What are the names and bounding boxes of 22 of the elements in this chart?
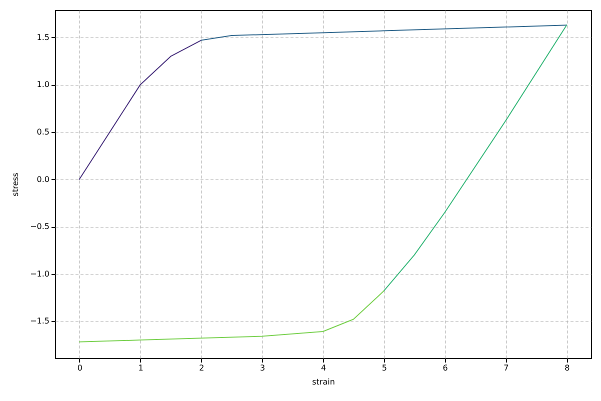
y-tick-label: −0.5 xyxy=(30,222,50,232)
y-axis-title: stress xyxy=(11,172,20,196)
y-tick-label: 0.5 xyxy=(36,127,50,136)
line-series xyxy=(383,24,568,292)
x-tick-label: 6 xyxy=(442,364,448,372)
x-tick-label: 3 xyxy=(260,364,266,372)
x-tick-label: 2 xyxy=(199,364,204,372)
x-tick-label: 5 xyxy=(382,364,387,372)
y-tick-label: −1.0 xyxy=(30,269,50,278)
y-tick-label: 1.5 xyxy=(36,32,50,42)
line-series xyxy=(78,290,384,342)
y-tick-label: 1.0 xyxy=(36,80,50,90)
x-tick-label: 0 xyxy=(77,364,82,372)
x-tick-label: 1 xyxy=(138,364,144,372)
x-tick-label: 7 xyxy=(504,364,509,372)
line-series xyxy=(200,24,568,41)
x-axis-title: strain xyxy=(312,378,335,386)
x-tick-label: 8 xyxy=(564,364,570,372)
y-tick-label: 0.0 xyxy=(36,174,50,184)
y-tick-label: −1.5 xyxy=(30,316,50,326)
x-tick-label: 4 xyxy=(320,364,326,372)
line-series xyxy=(78,40,202,180)
